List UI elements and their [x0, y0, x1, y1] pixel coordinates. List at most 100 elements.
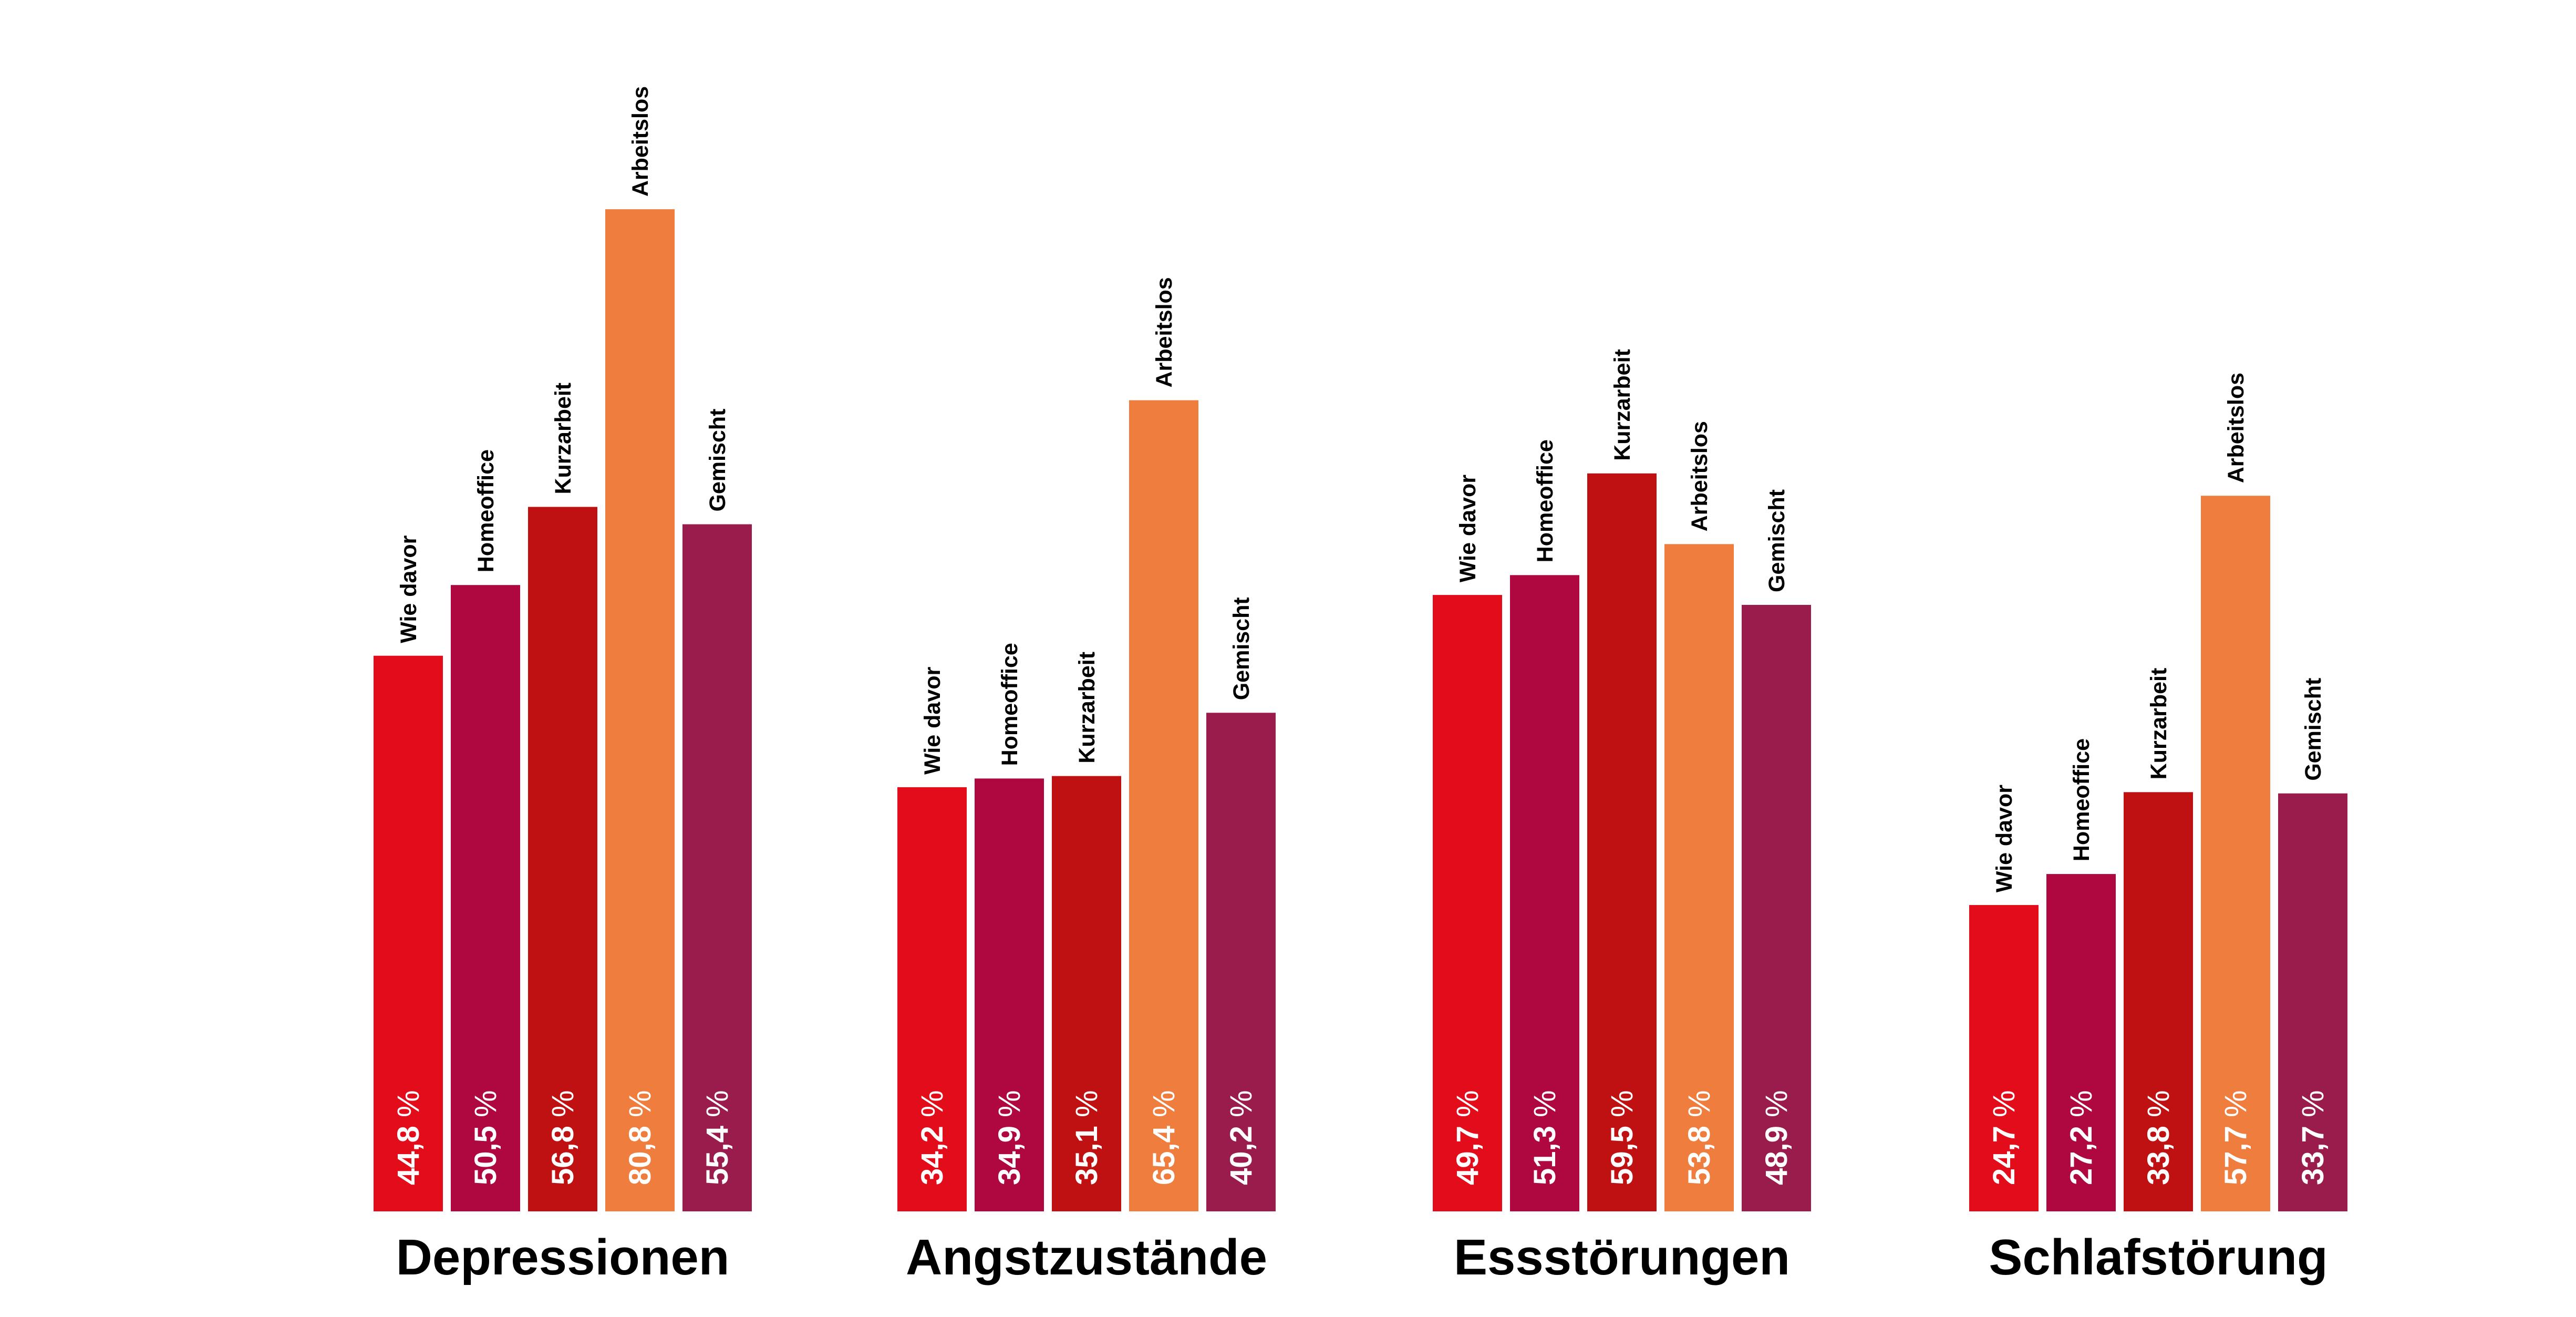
bar-value-label: 55,4 %: [700, 1090, 734, 1185]
group-title: Depressionen: [396, 1229, 730, 1285]
chart-group: Wie davor 34,2 % Homeoffice 34,9 % Kurzarbei…: [897, 277, 1276, 1285]
group-title: Schlafstörung: [1989, 1229, 2327, 1285]
bar-category-label: Arbeitslos: [1687, 421, 1712, 531]
bar-value-number: 33,8: [2142, 1126, 2176, 1185]
bar-value-label: 35,1 %: [1070, 1090, 1104, 1185]
bar: [528, 507, 597, 1211]
bar-value-label: 49,7 %: [1451, 1090, 1485, 1185]
bar-value-unit: %: [1070, 1090, 1104, 1126]
bar-category-label: Kurzarbeit: [1610, 349, 1635, 461]
bar-value-label: 48,9 %: [1760, 1090, 1794, 1185]
bar: [2201, 496, 2270, 1211]
bar: [1664, 544, 1734, 1211]
bar-value-number: 49,7: [1451, 1126, 1485, 1185]
bar-value-number: 65,4: [1147, 1126, 1181, 1185]
bar-value-number: 80,8: [623, 1126, 657, 1185]
bar-value-label: 59,5 %: [1605, 1090, 1639, 1185]
chart-group: Wie davor 24,7 % Homeoffice 27,2 % Kurzarbei…: [1969, 373, 2347, 1285]
bar-category-label: Kurzarbeit: [2146, 668, 2171, 780]
bar: [1510, 575, 1579, 1211]
bar-value-label: 33,8 %: [2142, 1090, 2176, 1185]
bar-value-label: 51,3 %: [1528, 1090, 1562, 1185]
bar-value-number: 57,7: [2219, 1126, 2253, 1185]
bar-value-unit: %: [2296, 1090, 2330, 1126]
bar-value-number: 48,9: [1760, 1126, 1794, 1185]
bar-category-label: Arbeitslos: [628, 86, 653, 197]
bar-value-label: 24,7 %: [1987, 1090, 2021, 1185]
bar-value-unit: %: [992, 1090, 1027, 1126]
bar: [897, 787, 967, 1211]
bar-value-unit: %: [469, 1090, 503, 1126]
bar-category-label: Arbeitslos: [2223, 373, 2249, 483]
bar-category-label: Homeoffice: [997, 643, 1022, 766]
bar-value-label: 40,2 %: [1224, 1090, 1258, 1185]
bar-value-label: 65,4 %: [1147, 1090, 1181, 1185]
bar-value-number: 24,7: [1987, 1126, 2021, 1185]
bar-value-unit: %: [391, 1090, 426, 1126]
bar-category-label: Arbeitslos: [1152, 277, 1177, 387]
bar-category-label: Gemischt: [1764, 489, 1789, 592]
bar-category-label: Homeoffice: [473, 449, 499, 572]
group-title: Angstzustände: [906, 1229, 1267, 1285]
bar-value-number: 56,8: [546, 1126, 580, 1185]
bar-value-unit: %: [1987, 1090, 2021, 1126]
bar: [374, 655, 443, 1211]
bar: [1433, 595, 1502, 1211]
bar-value-label: 34,2 %: [915, 1090, 949, 1185]
bar-value-number: 40,2: [1224, 1126, 1258, 1185]
bar-value-label: 44,8 %: [391, 1090, 426, 1185]
bar-value-number: 34,9: [992, 1126, 1027, 1185]
bar-value-number: 55,4: [700, 1126, 734, 1185]
bar-category-label: Wie davor: [920, 667, 945, 775]
bar-value-label: 50,5 %: [469, 1090, 503, 1185]
bar-category-label: Kurzarbeit: [1074, 652, 1100, 764]
bar: [605, 209, 675, 1211]
bar-category-label: Gemischt: [2301, 678, 2326, 781]
bar-value-unit: %: [1760, 1090, 1794, 1126]
bar-value-number: 59,5: [1605, 1126, 1639, 1185]
bar-value-unit: %: [1528, 1090, 1562, 1126]
bar-value-label: 80,8 %: [623, 1090, 657, 1185]
bar: [1587, 473, 1657, 1211]
bar: [1129, 400, 1198, 1211]
bar-value-number: 35,1: [1070, 1126, 1104, 1185]
bar-value-number: 33,7: [2296, 1126, 2330, 1185]
bar: [1052, 776, 1121, 1211]
bar-category-label: Kurzarbeit: [551, 383, 576, 495]
chart-group: Wie davor 49,7 % Homeoffice 51,3 % Kurzarbei…: [1433, 349, 1811, 1285]
bar-value-unit: %: [700, 1090, 734, 1126]
bar-value-number: 34,2: [915, 1126, 949, 1185]
bar: [2046, 874, 2116, 1211]
bar-value-unit: %: [2142, 1090, 2176, 1126]
bar-value-label: 27,2 %: [2064, 1090, 2098, 1185]
bar: [1206, 713, 1276, 1211]
bar: [975, 778, 1044, 1211]
bar-value-label: 33,7 %: [2296, 1090, 2330, 1185]
bar-value-label: 34,9 %: [992, 1090, 1027, 1185]
bar-value-unit: %: [1682, 1090, 1716, 1126]
bar-value-unit: %: [623, 1090, 657, 1126]
bar-category-label: Wie davor: [1455, 475, 1481, 582]
bar-value-number: 53,8: [1682, 1126, 1716, 1185]
bar: [2278, 793, 2347, 1211]
bar-value-number: 44,8: [391, 1126, 426, 1185]
bar-category-label: Homeoffice: [2069, 738, 2094, 861]
bar-category-label: Gemischt: [705, 409, 730, 512]
bar-value-number: 27,2: [2064, 1126, 2098, 1185]
bar: [1742, 604, 1811, 1211]
bar: [2124, 792, 2193, 1211]
chart-group: Wie davor 44,8 % Homeoffice 50,5 % Kurzarbei…: [374, 86, 752, 1285]
bar: [1969, 905, 2039, 1211]
bar-category-label: Homeoffice: [1533, 439, 1558, 562]
bar-value-unit: %: [1605, 1090, 1639, 1126]
bar-value-unit: %: [2064, 1090, 2098, 1126]
bar-value-label: 53,8 %: [1682, 1090, 1716, 1185]
bar: [682, 524, 752, 1211]
bar-value-unit: %: [1147, 1090, 1181, 1126]
bar-category-label: Gemischt: [1229, 597, 1254, 700]
bar-value-unit: %: [2219, 1090, 2253, 1126]
group-title: Essstörungen: [1454, 1229, 1790, 1285]
bar-value-unit: %: [1224, 1090, 1258, 1126]
